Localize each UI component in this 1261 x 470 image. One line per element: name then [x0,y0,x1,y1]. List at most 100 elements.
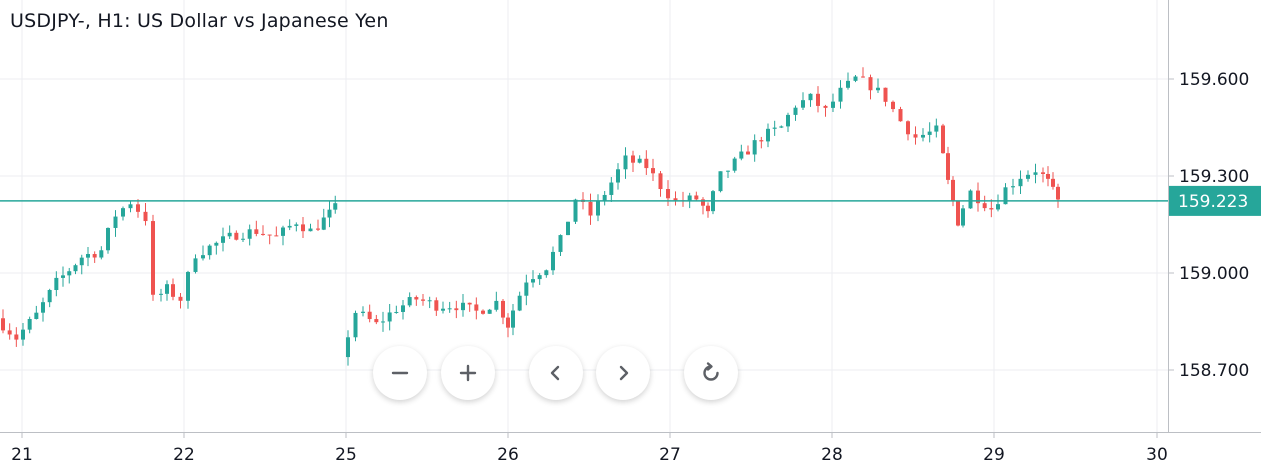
candle-body [739,151,744,159]
time-tick-label: 28 [821,445,843,465]
candle-body [1011,186,1015,188]
candle-body [816,93,820,106]
candle-body [666,189,670,199]
candle-body [7,330,12,335]
chevron-right-icon [619,365,629,381]
candle-body [989,208,994,210]
candle-body [367,311,372,320]
candle-body [941,125,945,154]
candle-body [891,101,895,110]
candle-body [333,203,338,210]
candle-body [1056,186,1060,200]
price-tick-label: 158.700 [1179,361,1249,381]
scroll-left-button[interactable] [529,346,583,400]
candle-body [67,271,72,276]
candle-body [494,300,499,310]
candle-body [927,131,932,135]
candle-body [838,87,843,102]
candle-body [267,234,272,236]
time-tick-label: 22 [173,445,195,465]
zoom-in-button[interactable] [441,346,495,400]
candle-body [274,235,279,237]
candle-body [1033,172,1038,175]
candle-body [596,200,600,216]
candle-body [831,101,835,108]
candle-body [136,204,140,212]
candle-body [531,279,535,283]
candle-body [706,205,710,212]
scroll-right-button[interactable] [596,346,650,400]
candle-body [808,93,813,101]
plus-icon [459,364,477,382]
candle-body [506,317,510,328]
candle-body [1018,178,1023,187]
candle-body [481,310,485,314]
candle-body [99,250,104,258]
candle-body [658,173,663,190]
candle-body [673,198,678,201]
candle-body [631,155,635,163]
candle-body [346,337,350,358]
candle-body [41,302,45,313]
candle-body [1003,187,1008,205]
candle-body [752,140,757,155]
candle-body [602,194,607,201]
zoom-out-button[interactable] [373,346,427,400]
candle-body [982,203,987,209]
time-tick-label: 25 [335,445,357,465]
price-tick-label: 159.000 [1179,264,1249,284]
candle-body [1051,178,1055,187]
candle-body [511,310,515,328]
candle-body [1026,174,1030,179]
candle-body [207,245,212,256]
candle-body [454,308,459,311]
candle-body [1041,172,1045,174]
candle-body [609,182,614,195]
candle-body [201,255,205,259]
candle-body [327,209,332,218]
candle-body [178,296,183,301]
candle-body [221,236,225,243]
candle-body [447,308,452,310]
candle-body [321,217,326,230]
candle-body [823,105,828,108]
candle-body [898,109,903,122]
candle-body [407,297,412,306]
candle-body [474,304,479,311]
candle-body [779,126,784,128]
candle-body [501,300,505,318]
current-price-badge [1169,185,1261,216]
candle-body [623,155,628,170]
candle-body [214,242,219,246]
candle-body [487,309,492,314]
candle-body [27,318,32,330]
candle-body [883,87,888,102]
reset-chart-button[interactable] [684,346,738,400]
candle-body [968,190,973,209]
candle-body [558,235,563,252]
time-tick-label: 26 [497,445,519,465]
candle-body [247,229,252,239]
candle-body [387,312,392,322]
candle-body [651,168,655,174]
candle-body [868,77,873,91]
candle-body [793,107,798,115]
candle-body [106,227,110,251]
candle-body [772,127,777,129]
candle-body [193,258,198,272]
candle-body [537,275,542,280]
candle-body [73,265,78,272]
candle-body [227,232,232,237]
candle-body [732,158,737,171]
candle-body [718,171,723,192]
candle-body [544,270,549,276]
candle-body [54,277,59,290]
candle-body [1046,173,1050,179]
candle-body [861,76,865,78]
candle-body [961,208,965,226]
candle-body [186,271,190,301]
candle-body [128,204,133,209]
candle-body [165,284,169,294]
